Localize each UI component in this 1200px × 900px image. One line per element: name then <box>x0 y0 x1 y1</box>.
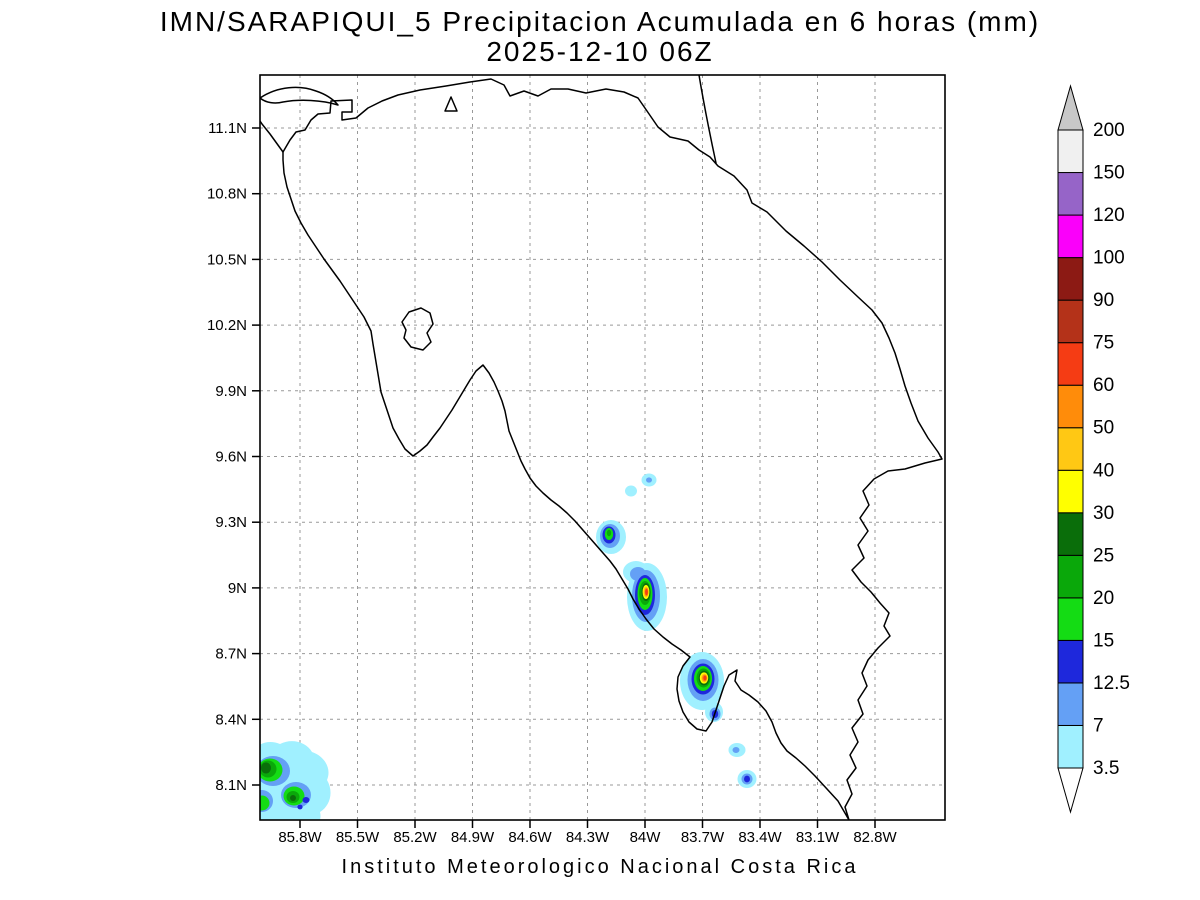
precip-contour-25 <box>290 795 296 801</box>
colorbar-label: 7 <box>1093 715 1104 736</box>
colorbar-cell <box>1057 554 1084 599</box>
colorbar-label: 25 <box>1093 545 1114 566</box>
precip-contour-15 <box>260 795 270 811</box>
x-axis-label: 84.9W <box>451 829 495 846</box>
x-axis-label: 84.3W <box>566 829 610 846</box>
colorbar-label: 75 <box>1093 333 1114 354</box>
plot-border <box>259 74 946 821</box>
x-axis-label: 83.1W <box>796 829 840 846</box>
y-axis-label: 9.3N <box>215 514 247 531</box>
nicaragua-caribbean-coast <box>698 75 717 164</box>
colorbar-cell <box>1057 682 1084 726</box>
colorbar-arrow-bottom <box>1057 767 1084 814</box>
colorbar-cell <box>1057 724 1084 769</box>
colorbar-cell <box>1057 384 1084 429</box>
colorbar-label: 50 <box>1093 418 1114 439</box>
colorbar-cell <box>1057 129 1084 174</box>
colorbar-cell <box>1057 639 1084 684</box>
x-axis-label: 85.2W <box>393 829 437 846</box>
y-axis-label: 10.5N <box>207 251 247 268</box>
colorbar: 3.5 7 12.5 15 20 25 30 40 50 60 75 90 100 120 150 200 <box>1057 84 1130 814</box>
colorbar-label: 100 <box>1093 248 1125 269</box>
lake-nicaragua-shore <box>260 86 339 106</box>
precip-contour-60 <box>645 588 648 596</box>
precip-contour-7 <box>646 477 652 483</box>
colorbar-cell <box>1057 427 1084 471</box>
x-axis-label: 83.4W <box>738 829 782 846</box>
colorbar-label: 90 <box>1093 290 1114 311</box>
footer-credit: Instituto Meteorologico Nacional Costa R… <box>341 856 859 878</box>
precip-contour-12.5 <box>297 804 303 810</box>
y-axis-label: 9.9N <box>215 383 247 400</box>
y-axis-label: 9N <box>228 580 247 597</box>
precip-contour-12.5 <box>302 797 310 803</box>
y-axis-label: 8.7N <box>215 646 247 663</box>
colorbar-cell <box>1057 257 1084 301</box>
x-axis-label: 82.8W <box>853 829 897 846</box>
colorbar-label: 60 <box>1093 375 1114 396</box>
small-triangle-feature <box>444 96 458 112</box>
x-axis-label: 85.5W <box>336 829 380 846</box>
precipitation-cells <box>260 473 757 820</box>
colorbar-label: 200 <box>1093 120 1125 141</box>
colorbar-label: 150 <box>1093 163 1125 184</box>
colorbar-cell <box>1057 299 1084 344</box>
colorbar-label: 30 <box>1093 503 1114 524</box>
x-axis-label: 84.6W <box>508 829 552 846</box>
y-axis-label: 8.4N <box>215 711 247 728</box>
colorbar-label: 120 <box>1093 205 1125 226</box>
y-axis-label: 10.8N <box>207 186 247 203</box>
nicaragua-pacific-coast <box>260 119 284 153</box>
precip-contour-25 <box>261 762 271 774</box>
colorbar-label: 3.5 <box>1093 758 1119 779</box>
colorbar-cell <box>1057 469 1084 514</box>
colorbar-cell <box>1057 342 1084 386</box>
colorbar-arrow-top <box>1057 84 1084 131</box>
colorbar-cell <box>1057 214 1084 259</box>
costa-rica-coastline <box>282 78 943 820</box>
y-axis-label: 8.1N <box>215 777 247 794</box>
colorbar-label: 15 <box>1093 630 1114 651</box>
precip-contour-20 <box>606 529 612 537</box>
y-axis-label: 11.1N <box>208 120 247 137</box>
precip-contour-7 <box>732 747 740 753</box>
x-axis-label: 85.8W <box>278 829 322 846</box>
y-axis-label: 10.2N <box>207 317 247 334</box>
x-axis-label: 84W <box>630 829 662 846</box>
colorbar-cell <box>1057 512 1084 556</box>
colorbar-cell <box>1057 172 1084 216</box>
colorbar-label: 20 <box>1093 588 1114 609</box>
chart-subtitle: 2025-12-10 06Z <box>486 36 714 67</box>
lake-outline <box>401 307 434 351</box>
colorbar-label: 12.5 <box>1093 673 1130 694</box>
axis-labels: 85.8W 85.5W 85.2W 84.9W 84.6W 84.3W 84W 83.7W 83… <box>207 120 898 846</box>
gridlines <box>260 75 945 820</box>
precip-contour-3.5 <box>625 485 637 497</box>
colorbar-cell <box>1057 597 1084 641</box>
axis-ticks <box>252 127 876 828</box>
colorbar-label: 40 <box>1093 460 1114 481</box>
chart-title: IMN/SARAPIQUI_5 Precipitacion Acumulada … <box>159 6 1041 37</box>
precip-contour-12.5 <box>744 775 750 783</box>
y-axis-label: 9.6N <box>215 449 247 466</box>
precip-contour-60 <box>703 675 707 681</box>
x-axis-label: 83.7W <box>681 829 725 846</box>
